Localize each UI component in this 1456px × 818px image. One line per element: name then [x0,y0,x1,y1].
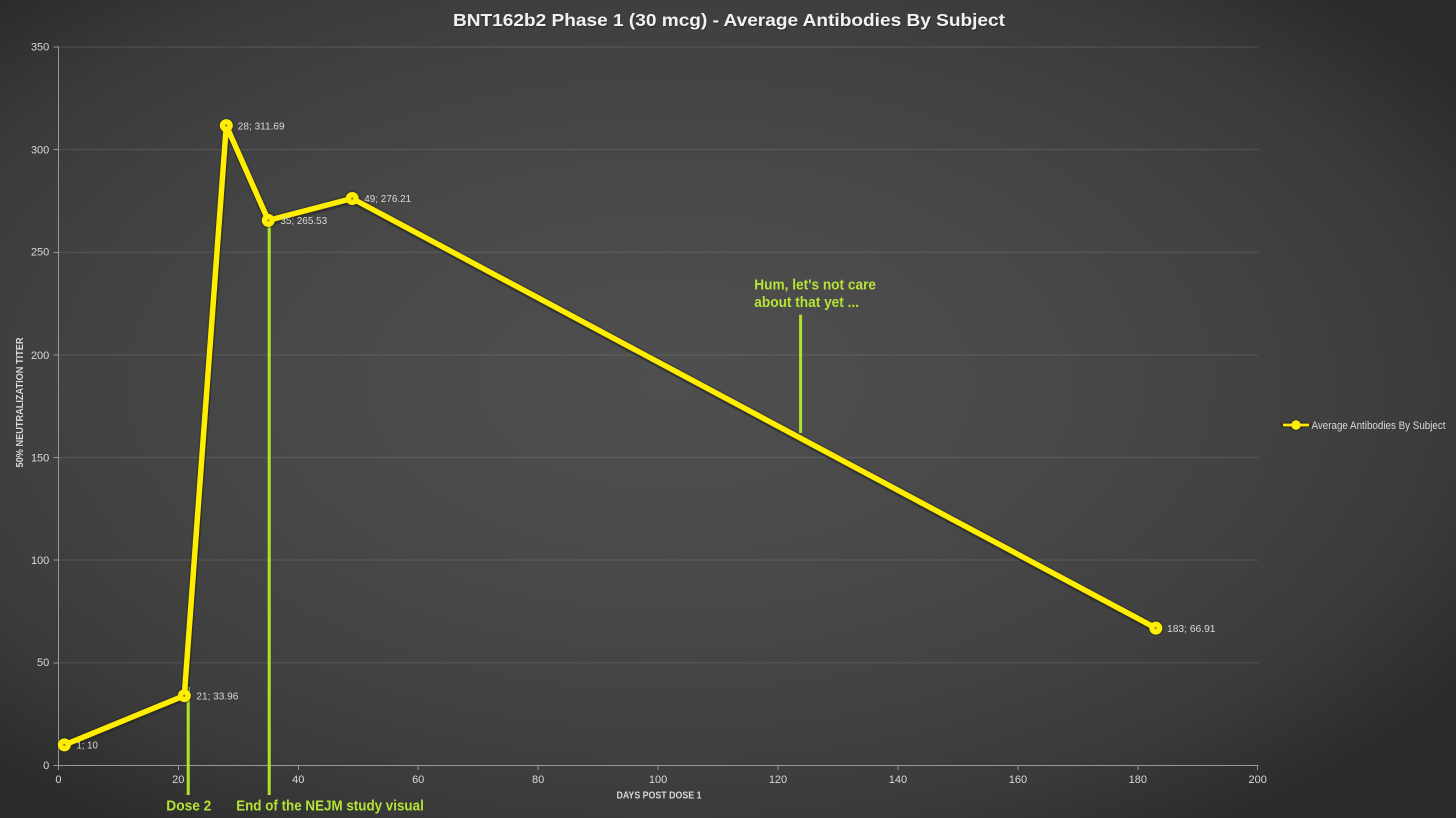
svg-text:49; 276.21: 49; 276.21 [364,193,411,205]
svg-text:DAYS POST DOSE 1: DAYS POST DOSE 1 [617,790,702,802]
svg-text:60: 60 [412,774,424,786]
svg-text:160: 160 [1009,774,1027,786]
svg-text:50: 50 [37,657,49,669]
svg-text:End of the NEJM study visual: End of the NEJM study visual [236,798,424,814]
svg-text:100: 100 [649,774,667,786]
svg-text:200: 200 [31,350,49,362]
svg-text:BNT162b2 Phase 1 (30 mcg) - Av: BNT162b2 Phase 1 (30 mcg) - Average Anti… [453,10,1005,30]
svg-text:150: 150 [31,453,49,465]
svg-text:50% NEUTRALIZATION TITER: 50% NEUTRALIZATION TITER [14,337,26,467]
svg-text:40: 40 [292,774,304,786]
svg-text:80: 80 [532,774,544,786]
svg-text:Dose 2: Dose 2 [166,798,211,814]
svg-text:180: 180 [1129,774,1147,786]
svg-text:100: 100 [31,555,49,567]
svg-text:250: 250 [31,247,49,259]
svg-text:140: 140 [889,774,907,786]
svg-text:20: 20 [172,774,184,786]
svg-text:200: 200 [1249,774,1267,786]
svg-text:28; 311.69: 28; 311.69 [238,120,285,132]
svg-text:300: 300 [31,145,49,157]
svg-text:120: 120 [769,774,787,786]
svg-text:21; 33.96: 21; 33.96 [196,690,238,702]
svg-text:Hum, let's not care: Hum, let's not care [754,277,876,293]
svg-text:0: 0 [55,774,61,786]
svg-text:BNT162b2 Phase 1 (30 mcg) - Av: BNT162b2 Phase 1 (30 mcg) - Average Anti… [454,11,1006,31]
svg-text:0: 0 [43,760,49,772]
svg-text:1; 10: 1; 10 [77,740,98,752]
svg-text:183; 66.91: 183; 66.91 [1167,623,1216,635]
svg-text:Average Antibodies By Subject: Average Antibodies By Subject [1312,420,1446,432]
svg-text:350: 350 [31,41,49,53]
svg-text:35; 265.53: 35; 265.53 [280,215,327,227]
svg-text:about that yet ...: about that yet ... [754,295,859,311]
